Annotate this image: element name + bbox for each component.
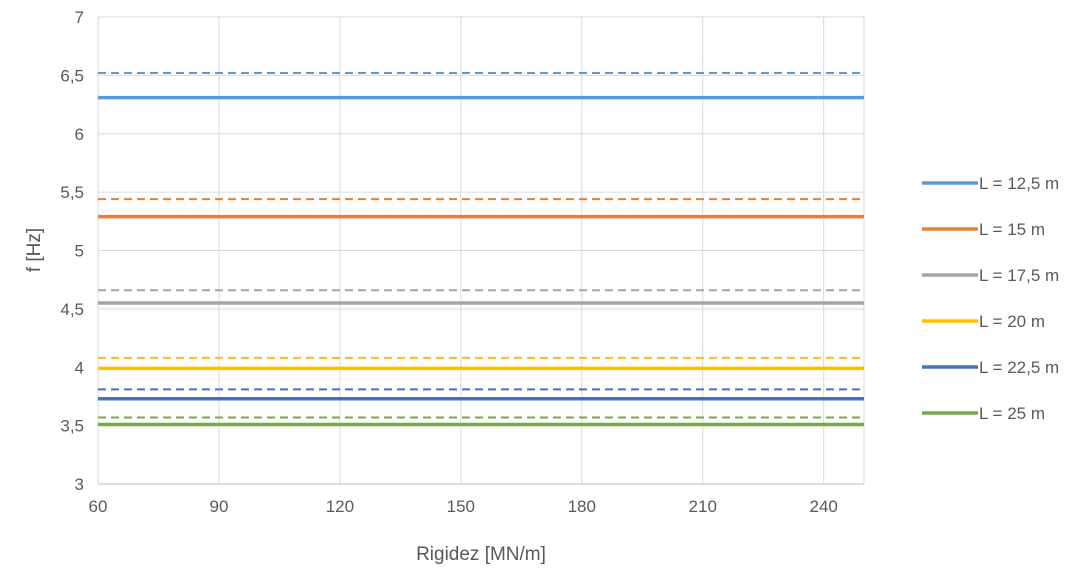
legend: L = 12,5 m L = 15 m L = 17,5 m L = 20 m L = … [922,174,1059,423]
x-tick-label: 60 [89,497,108,516]
legend-label: L = 15 m [979,220,1045,239]
legend-label: L = 17,5 m [979,266,1059,285]
legend-item: L = 17,5 m [922,266,1059,285]
x-tick-label: 90 [209,497,228,516]
x-tick-label: 180 [568,497,596,516]
legend-item: L = 15 m [922,220,1045,239]
series-lines [98,72,864,427]
y-tick-label: 5,5 [60,183,84,202]
x-axis-title: Rigidez [MN/m] [416,544,546,565]
y-tick-label: 5 [75,242,84,261]
grid [97,16,865,485]
tick-labels: 3 3,5 4 4,5 5 5,5 6 6,5 7 60 90 120 150 180 210 240 [60,8,838,516]
y-tick-label: 4,5 [60,300,84,319]
y-tick-label: 6 [75,125,84,144]
legend-item: L = 22,5 m [922,358,1059,377]
x-tick-label: 150 [447,497,475,516]
y-axis-title: f [Hz] [24,228,45,272]
legend-label: L = 22,5 m [979,358,1059,377]
x-tick-label: 120 [326,497,354,516]
legend-item: L = 12,5 m [922,174,1059,193]
x-tick-label: 240 [809,497,837,516]
y-tick-label: 4 [75,358,84,377]
y-tick-label: 3,5 [60,417,84,436]
legend-label: L = 25 m [979,404,1045,423]
legend-item: L = 25 m [922,404,1045,423]
legend-item: L = 20 m [922,312,1045,331]
x-tick-label: 210 [689,497,717,516]
legend-label: L = 12,5 m [979,174,1059,193]
y-tick-label: 6,5 [60,66,84,85]
y-tick-label: 3 [75,475,84,494]
y-tick-label: 7 [75,8,84,27]
legend-label: L = 20 m [979,312,1045,331]
